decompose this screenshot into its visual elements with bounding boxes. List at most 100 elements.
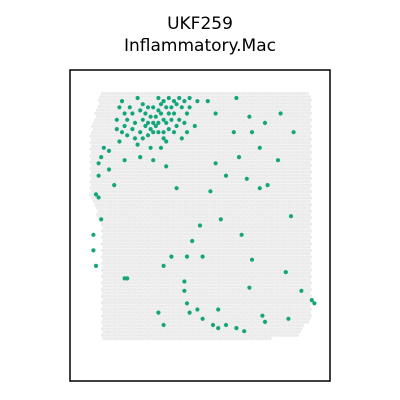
tissue-spot	[279, 274, 283, 279]
tissue-spot	[186, 336, 191, 341]
tissue-spot	[281, 323, 285, 328]
tissue-spot	[173, 330, 178, 334]
tissue-spot	[294, 121, 298, 125]
tissue-spot	[131, 160, 136, 164]
tissue-spot	[183, 154, 188, 158]
tissue-spot	[138, 310, 142, 315]
tissue-spot	[208, 183, 212, 187]
tissue-spot	[188, 183, 192, 187]
tissue-spot	[195, 235, 199, 239]
tissue-spot	[156, 170, 160, 174]
tissue-spot	[180, 225, 184, 230]
tissue-spot	[274, 251, 279, 256]
tissue-spot	[255, 336, 259, 341]
tissue-spot	[118, 232, 123, 236]
tissue-spot	[276, 327, 280, 331]
tissue-spot	[157, 199, 162, 204]
tissue-spot	[144, 238, 149, 243]
tissue-spot	[276, 268, 280, 272]
tissue-spot	[216, 291, 220, 295]
tissue-spot	[169, 222, 173, 226]
tissue-spot	[234, 268, 238, 272]
tissue-spot	[175, 274, 179, 279]
tissue-spot	[165, 314, 170, 318]
tissue-spot	[204, 287, 209, 292]
tissue-spot	[193, 258, 197, 262]
tissue-spot	[100, 209, 105, 213]
tissue-spot	[237, 98, 241, 102]
tissue-spot	[261, 278, 266, 282]
tissue-spot	[256, 287, 261, 292]
tissue-spot	[209, 140, 214, 145]
tissue-spot	[113, 157, 118, 161]
tissue-spot	[235, 251, 240, 256]
tissue-spot	[222, 304, 227, 308]
tissue-spot	[130, 203, 134, 207]
tissue-spot	[251, 206, 256, 210]
tissue-spot	[169, 124, 173, 128]
tissue-spot	[212, 212, 217, 217]
tissue-spot	[183, 147, 188, 151]
tissue-spot	[126, 157, 131, 161]
tissue-spot	[300, 225, 305, 230]
tissue-spot	[92, 180, 97, 184]
tissue-spot	[97, 105, 102, 109]
tissue-spot	[131, 206, 136, 210]
tissue-spot	[299, 268, 303, 272]
tissue-spot	[264, 251, 269, 256]
tissue-spot	[227, 314, 231, 318]
tissue-spot	[156, 274, 160, 279]
tissue-spot	[169, 144, 173, 148]
tissue-spot	[276, 274, 280, 279]
tissue-spot	[209, 278, 214, 282]
tissue-spot	[240, 203, 244, 207]
tissue-spot	[112, 101, 116, 106]
tissue-spot	[138, 186, 142, 190]
tissue-spot	[277, 245, 282, 249]
tissue-spot	[157, 154, 162, 158]
tissue-spot	[134, 160, 139, 164]
tissue-spot	[290, 297, 295, 302]
tissue-spot	[190, 336, 194, 341]
tissue-spot	[299, 203, 303, 207]
tissue-spot	[154, 167, 158, 171]
tissue-spot	[269, 170, 274, 174]
tissue-spot	[295, 118, 300, 122]
tissue-spot	[144, 297, 149, 302]
tissue-spot	[214, 255, 218, 259]
tissue-spot	[294, 291, 298, 295]
tissue-spot	[222, 167, 227, 171]
tissue-spot	[134, 199, 139, 204]
tissue-spot	[146, 189, 150, 194]
tissue-spot	[221, 98, 225, 102]
tissue-spot	[95, 127, 100, 132]
tissue-spot	[281, 167, 285, 171]
tissue-spot	[107, 242, 111, 246]
tissue-spot	[250, 222, 254, 226]
tissue-spot	[146, 327, 150, 331]
tissue-spot	[141, 225, 145, 230]
tissue-spot	[126, 137, 131, 142]
tissue-spot	[151, 154, 155, 158]
tissue-spot	[279, 287, 283, 292]
tissue-spot	[240, 91, 244, 96]
tissue-spot	[221, 327, 225, 331]
tissue-spot	[227, 203, 231, 207]
tissue-spot	[232, 219, 236, 223]
tissue-spot	[193, 310, 197, 315]
tissue-spot	[247, 235, 251, 239]
tissue-spot	[112, 225, 116, 230]
tissue-spot	[264, 101, 269, 106]
tissue-spot	[208, 131, 212, 135]
tissue-spot	[222, 140, 227, 145]
tissue-spot	[253, 300, 257, 305]
tissue-spot	[214, 300, 218, 305]
tissue-spot	[141, 121, 145, 125]
tissue-spot	[225, 206, 230, 210]
tissue-spot	[160, 291, 165, 295]
tissue-spot	[238, 317, 243, 321]
tissue-spot	[264, 225, 269, 230]
tissue-spot	[269, 320, 274, 324]
tissue-spot	[95, 140, 100, 145]
tissue-spot	[268, 232, 272, 236]
